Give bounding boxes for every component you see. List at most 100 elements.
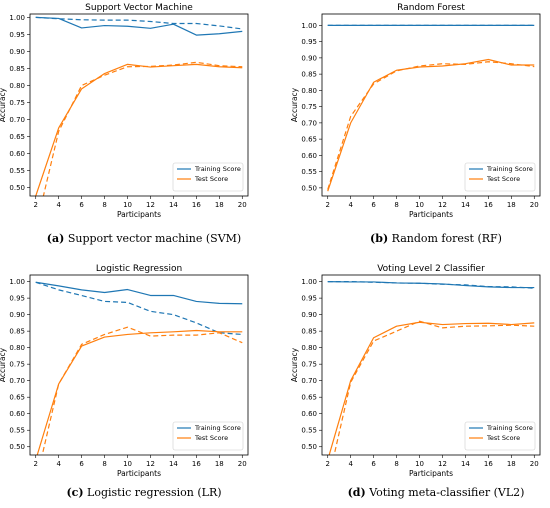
legend-label: Test Score <box>194 434 228 442</box>
figure-caption: (b) Random forest (RF) <box>370 232 502 245</box>
y-tick-label: 0.55 <box>9 167 25 175</box>
caption-body: Support vector machine (SVM) <box>68 232 241 245</box>
y-tick-label: 0.65 <box>301 136 317 144</box>
series-group <box>35 281 243 455</box>
chart-panel-2: 2 4 6 8 10 12 14 16 18 20 0.50 0.55 0.60 0.65 0.70 0.75… <box>290 3 541 245</box>
y-tick-label: 0.55 <box>9 427 25 435</box>
y-tick-label: 0.90 <box>301 54 317 62</box>
y-tick-label: 0.60 <box>9 150 25 158</box>
x-tick-label: 8 <box>102 460 106 468</box>
legend-label: Test Score <box>194 175 228 183</box>
x-tick-label: 8 <box>102 201 106 209</box>
y-tick-label: 0.75 <box>301 103 317 111</box>
y-tick-label: 0.70 <box>9 116 25 124</box>
x-tick-label: 10 <box>415 201 424 209</box>
y-tick-label: 0.60 <box>301 152 317 160</box>
x-tick-label: 8 <box>394 201 398 209</box>
caption-letter: (b) <box>370 232 388 245</box>
y-axis-label: Accuracy <box>290 347 299 382</box>
x-tick-label: 14 <box>461 460 470 468</box>
y-axis-label: Accuracy <box>0 87 7 122</box>
legend-box <box>172 162 244 192</box>
x-tick-label: 14 <box>169 460 178 468</box>
x-tick-label: 16 <box>192 460 201 468</box>
caption-body: Random forest (RF) <box>392 232 502 245</box>
x-tick-label: 8 <box>394 460 398 468</box>
x-tick-label: 12 <box>438 460 447 468</box>
figure-caption: (a) Support vector machine (SVM) <box>47 232 241 245</box>
series-group <box>35 16 243 196</box>
chart-panel-3: 2 4 6 8 10 12 14 16 18 20 0.50 0.55 0.60 0.65 0.70 0.75… <box>0 264 249 499</box>
x-tick-label: 14 <box>461 201 470 209</box>
caption-body: Logistic regression (LR) <box>87 486 222 499</box>
x-tick-label: 20 <box>238 201 247 209</box>
legend-label: Training Score <box>194 424 241 432</box>
y-tick-label: 0.80 <box>301 344 317 352</box>
x-tick-label: 4 <box>348 460 353 468</box>
caption-body: Voting meta-classifier (VL2) <box>368 486 524 499</box>
x-tick-label: 10 <box>123 201 132 209</box>
chart-panel-4: 2 4 6 8 10 12 14 16 18 20 0.50 0.55 0.60 0.65 0.70 0.75… <box>290 264 541 499</box>
x-tick-label: 2 <box>34 460 38 468</box>
plot-frame <box>321 274 541 456</box>
y-tick-label: 0.95 <box>301 38 317 46</box>
series-line-test-score-dashed <box>327 61 535 190</box>
y-tick-label: 0.50 <box>301 443 317 451</box>
x-tick-label: 6 <box>371 201 376 209</box>
x-tick-label: 4 <box>348 201 353 209</box>
legend: Training Score Test Score <box>172 421 244 451</box>
caption-letter: (a) <box>47 232 65 245</box>
legend-label: Training Score <box>486 424 533 432</box>
legend-box <box>464 421 536 451</box>
series-line-training-score <box>35 281 243 305</box>
y-tick-label: 0.80 <box>9 82 25 90</box>
x-tick-label: 4 <box>56 201 61 209</box>
x-tick-label: 18 <box>215 460 224 468</box>
figure-caption: (c) Logistic regression (LR) <box>66 486 221 499</box>
chart-title: Random Forest <box>397 3 465 13</box>
series-line-test-score <box>35 63 243 196</box>
y-tick-label: 0.55 <box>301 168 317 176</box>
legend: Training Score Test Score <box>464 162 536 192</box>
y-tick-label: 0.65 <box>9 394 25 402</box>
y-tick-label: 0.80 <box>9 344 25 352</box>
y-tick-label: 0.55 <box>301 427 317 435</box>
legend: Training Score Test Score <box>464 421 536 451</box>
y-tick-label: 0.50 <box>9 443 25 451</box>
series-line-training-score <box>327 281 535 289</box>
x-tick-label: 18 <box>507 460 516 468</box>
caption-letter: (c) <box>66 486 83 499</box>
x-axis-label: Participants <box>409 210 453 219</box>
x-tick-label: 4 <box>56 460 61 468</box>
y-tick-label: 0.60 <box>9 410 25 418</box>
series-group <box>327 24 535 192</box>
legend-label: Test Score <box>486 175 520 183</box>
series-line-test-score-dashed <box>42 61 243 196</box>
y-tick-label: 0.65 <box>301 394 317 402</box>
y-tick-label: 1.00 <box>9 14 25 22</box>
legend-label: Training Score <box>194 165 241 173</box>
chart-title: Voting Level 2 Classifier <box>377 264 485 274</box>
y-axis-label: Accuracy <box>0 347 7 382</box>
x-tick-label: 20 <box>530 460 539 468</box>
series-line-test-score <box>328 321 535 455</box>
y-tick-label: 0.85 <box>301 71 317 79</box>
x-axis-label: Participants <box>117 469 161 478</box>
caption-letter: (d) <box>348 486 366 499</box>
series-line-test-score-dashed <box>333 320 535 455</box>
plot-frame <box>29 274 249 456</box>
y-tick-label: 1.00 <box>301 22 317 30</box>
y-tick-label: 0.50 <box>9 184 25 192</box>
x-tick-label: 10 <box>123 460 132 468</box>
x-tick-label: 18 <box>507 201 516 209</box>
y-axis-label: Accuracy <box>290 87 299 122</box>
y-tick-label: 0.90 <box>301 311 317 319</box>
y-tick-label: 0.75 <box>9 361 25 369</box>
series-line-training-score-dashed <box>35 16 243 30</box>
y-tick-label: 1.00 <box>9 278 25 286</box>
chart-title: Logistic Regression <box>96 264 182 274</box>
series-group <box>327 281 535 455</box>
y-tick-label: 0.70 <box>9 377 25 385</box>
series-line-training-score-dashed <box>35 281 243 336</box>
x-tick-label: 16 <box>484 460 493 468</box>
